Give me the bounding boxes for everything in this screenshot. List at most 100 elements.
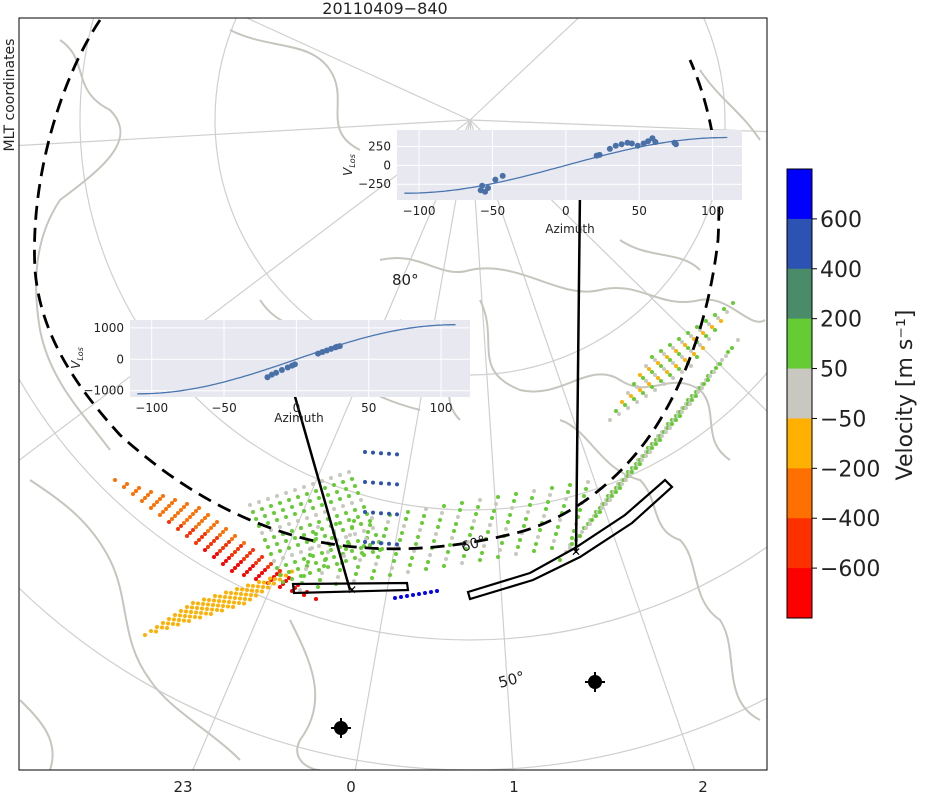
radar-vector (257, 558, 261, 562)
radar-vector (275, 494, 279, 498)
radar-vector (326, 493, 330, 497)
radar-vector (660, 434, 664, 438)
radar-vector (370, 576, 374, 580)
radar-vector (230, 537, 234, 541)
radar-vector (668, 358, 672, 362)
radar-vector (352, 519, 356, 523)
radar-vector (570, 542, 574, 546)
radar-vector (224, 559, 228, 563)
radar-vector (677, 367, 681, 371)
radar-vector (558, 558, 562, 562)
inset2-data-point (278, 366, 285, 373)
radar-vector (629, 394, 633, 398)
inset2-y-tick-label: −1000 (83, 384, 124, 398)
radar-vector (412, 549, 416, 553)
radar-vector (387, 511, 391, 516)
radar-vector (266, 545, 270, 549)
radar-vector (371, 550, 375, 554)
radar-vector (374, 562, 378, 566)
inset1-y-tick-label: 250 (368, 140, 391, 154)
radar-vector (376, 555, 380, 559)
radar-vector (182, 618, 186, 623)
inset-plot-2-fit-curve (137, 324, 456, 395)
radar-vector (188, 531, 192, 535)
radar-vector (408, 563, 412, 567)
radar-vector (245, 570, 249, 574)
radar-vector (594, 514, 598, 518)
lat-label-60: 60° (459, 533, 488, 556)
radar-vector (688, 402, 692, 406)
radar-vector (710, 325, 714, 329)
radar-vector (713, 313, 717, 317)
radar-vector (290, 529, 294, 533)
radar-vector (248, 597, 252, 602)
radar-vector (504, 527, 508, 531)
radar-vector (664, 430, 668, 434)
radar-vector (317, 496, 321, 500)
radar-vector (348, 533, 352, 537)
radar-vector (698, 343, 702, 347)
radar-vector (293, 536, 297, 540)
radar-vector (514, 492, 518, 496)
radar-vector (462, 554, 466, 558)
radar-vector (620, 482, 624, 486)
radar-vector (656, 376, 660, 380)
radar-vector (665, 370, 669, 374)
radar-vector (212, 598, 216, 603)
radar-vector (368, 543, 372, 547)
radar-vector (216, 603, 220, 608)
radar-vector (273, 577, 277, 581)
radar-vector (263, 514, 267, 518)
radar-vector (203, 516, 207, 520)
radar-vector (324, 557, 328, 561)
radar-vector (647, 382, 651, 386)
radar-vector (644, 364, 648, 368)
radar-vector (720, 358, 724, 362)
mlt-tick-2: 2 (698, 778, 708, 794)
radar-vector (356, 565, 360, 569)
colorbar-ticks: 600 400 200 50 −50 −200 −400 −600 (812, 208, 880, 582)
radar-vector (344, 535, 348, 539)
radar-vector (242, 573, 246, 577)
radar-vector (410, 556, 414, 560)
inset1-data-point (640, 140, 647, 147)
radar-vector (689, 364, 693, 368)
radar-vector (472, 519, 476, 523)
radar-vector (269, 552, 273, 556)
radar-vector (400, 531, 404, 535)
radar-vector (336, 575, 340, 579)
radar-vector (272, 559, 276, 563)
radar-vector (182, 505, 186, 509)
radar-vector (335, 490, 339, 494)
radar-vector (584, 487, 588, 491)
radar-vector (478, 498, 482, 502)
radar-vector (215, 536, 219, 540)
radar-vector (588, 522, 592, 526)
radar-vector (149, 490, 153, 494)
radar-vector (183, 614, 187, 618)
inset1-data-point (596, 151, 603, 158)
radar-vector (179, 524, 183, 528)
radar-vector (210, 607, 214, 612)
radar-vector (440, 511, 444, 515)
radar-vector (161, 621, 165, 625)
radar-vector (272, 511, 276, 515)
radar-vector (464, 547, 468, 551)
radar-vector (390, 566, 394, 570)
inset2-x-tick-label: −50 (211, 401, 236, 415)
radar-vector (205, 607, 209, 611)
radar-vector (404, 517, 408, 521)
radar-vector (416, 535, 420, 539)
colorbar-block (787, 568, 812, 619)
radar-vector (228, 595, 232, 600)
radar-vector (261, 585, 265, 589)
radar-vector (584, 526, 588, 530)
radar-vector (656, 361, 660, 365)
radar-vector (488, 523, 492, 527)
radar-vector (614, 409, 618, 413)
radar-vector (435, 589, 439, 593)
radar-vector (363, 450, 367, 454)
radar-vector (456, 515, 460, 519)
radar-vector (683, 343, 687, 347)
radar-vector (638, 462, 642, 466)
